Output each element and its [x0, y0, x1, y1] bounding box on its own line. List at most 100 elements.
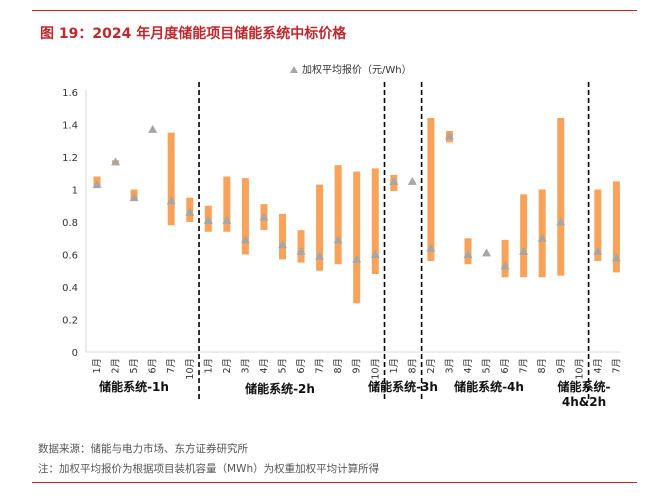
- x-axis-labels: 1月 2月 5月 6月 7月 10月 1月 2月 3月 4月 5月 6月 7月 8月 9月 10月 1月 8月 2月…: [92, 358, 622, 380]
- x-tick-label: 6月: [296, 358, 307, 374]
- x-tick-label: 4月: [593, 358, 604, 374]
- avg-marker: [296, 246, 306, 255]
- y-tick-label: 1.6: [62, 88, 78, 99]
- range-bar: [334, 165, 342, 265]
- x-tick-label: 3月: [444, 358, 455, 374]
- avg-marker: [278, 240, 287, 249]
- range-bar: [279, 213, 286, 260]
- avg-marker: [556, 217, 566, 226]
- marker-series: [92, 124, 621, 270]
- range-bar: [594, 189, 602, 261]
- avg-marker: [259, 212, 269, 221]
- legend-label: 加权平均报价（元/Wh）: [302, 63, 412, 76]
- x-tick-label: 9月: [556, 358, 567, 374]
- range-bar: [557, 118, 565, 276]
- range-bar: [167, 132, 175, 226]
- avg-marker: [389, 176, 399, 185]
- x-tick-label: 1月: [389, 358, 400, 374]
- group-label: 储能系统-2h: [245, 381, 315, 396]
- x-tick-label: 6月: [500, 358, 511, 374]
- range-bar: [427, 118, 435, 261]
- avg-marker: [519, 246, 529, 255]
- legend: 加权平均报价（元/Wh）: [290, 63, 412, 76]
- x-tick-label: 3月: [240, 358, 251, 374]
- figure-title: 图 19：2024 年月度储能项目储能系统中标价格: [40, 26, 347, 42]
- avg-marker: [444, 131, 454, 140]
- range-bar: [501, 239, 509, 278]
- range-bar: [241, 178, 249, 255]
- group-label: 储能系统-1h: [99, 379, 169, 394]
- note-text: 注：加权平均报价为根据项目装机容量（MWh）为权重加权平均计算所得: [38, 463, 380, 475]
- x-tick-label: 8月: [407, 358, 418, 374]
- avg-marker: [129, 193, 139, 202]
- x-tick-label: 5月: [129, 358, 140, 374]
- y-axis: 0 0.2 0.4 0.6 0.8 1 1.2 1.4 1.6: [62, 88, 621, 359]
- y-tick-label: 0.4: [62, 283, 78, 294]
- legend-marker: [290, 66, 298, 73]
- top-rule: [32, 10, 637, 11]
- y-tick-label: 1.4: [62, 121, 78, 132]
- range-bar: [520, 194, 528, 278]
- avg-marker: [593, 246, 603, 255]
- avg-marker: [370, 250, 380, 258]
- x-tick-label: 1月: [203, 358, 214, 374]
- x-tick-label: 5月: [278, 358, 289, 374]
- x-tick-label: 4月: [259, 358, 270, 374]
- x-tick-label: 7月: [166, 358, 177, 374]
- x-tick-label: 6月: [148, 358, 159, 374]
- avg-marker: [482, 248, 492, 257]
- avg-marker: [92, 180, 102, 189]
- avg-marker: [352, 254, 362, 263]
- avg-marker: [407, 176, 417, 185]
- x-tick-label: 7月: [315, 358, 326, 374]
- x-tick-label: 10月: [574, 358, 585, 380]
- avg-marker: [537, 233, 547, 242]
- y-tick-label: 1: [72, 186, 78, 197]
- avg-marker: [185, 207, 195, 216]
- avg-marker: [240, 235, 250, 244]
- avg-marker: [222, 215, 232, 224]
- x-tick-label: 8月: [537, 358, 548, 374]
- x-tick-label: 10月: [370, 358, 381, 380]
- avg-marker: [333, 235, 343, 244]
- avg-marker: [166, 196, 176, 205]
- bar-series: [93, 118, 620, 304]
- x-tick-label: 2月: [222, 358, 233, 374]
- avg-marker: [500, 261, 510, 270]
- x-tick-label: 8月: [333, 358, 344, 374]
- x-tick-label: 7月: [611, 358, 622, 374]
- avg-marker: [463, 250, 473, 258]
- range-bar: [612, 181, 620, 273]
- range-bar: [371, 168, 379, 274]
- x-tick-label: 10月: [185, 358, 196, 380]
- range-bar: [223, 176, 231, 232]
- chart-svg: 加权平均报价（元/Wh） 0 0.2 0.4 0.6 0.8 1 1.2 1.4 1.6 1月 2…: [62, 63, 622, 409]
- x-tick-label: 2月: [111, 358, 122, 374]
- y-tick-label: 0.8: [62, 218, 78, 229]
- y-tick-label: 0.6: [62, 251, 78, 262]
- range-bar: [316, 184, 324, 271]
- x-tick-label: 7月: [519, 358, 530, 374]
- avg-marker: [611, 253, 621, 262]
- y-tick-label: 0.2: [62, 316, 78, 327]
- group-dividers: [198, 82, 590, 400]
- x-tick-label: 2月: [426, 358, 437, 374]
- avg-marker: [111, 157, 121, 166]
- group-label: 储能系统-4h&2h: [558, 379, 611, 409]
- avg-marker: [148, 124, 158, 133]
- range-bar: [538, 189, 546, 278]
- range-bar: [297, 230, 305, 263]
- avg-marker: [203, 215, 213, 224]
- group-label: 储能系统-3h: [368, 379, 438, 394]
- avg-marker: [315, 251, 325, 260]
- x-tick-label: 5月: [482, 358, 493, 374]
- y-tick-label: 0: [72, 348, 78, 359]
- source-text: 数据来源：储能与电力市场、东方证券研究所: [38, 443, 248, 455]
- x-tick-label: 4月: [463, 358, 474, 374]
- group-labels: 储能系统-1h 储能系统-2h 储能系统-3h 储能系统-4h 储能系统-4h&2h: [99, 379, 610, 409]
- range-bar: [353, 171, 361, 304]
- avg-marker: [426, 243, 436, 252]
- x-tick-label: 9月: [352, 358, 363, 374]
- bottom-rule: [32, 482, 637, 483]
- group-label: 储能系统-4h: [454, 379, 524, 394]
